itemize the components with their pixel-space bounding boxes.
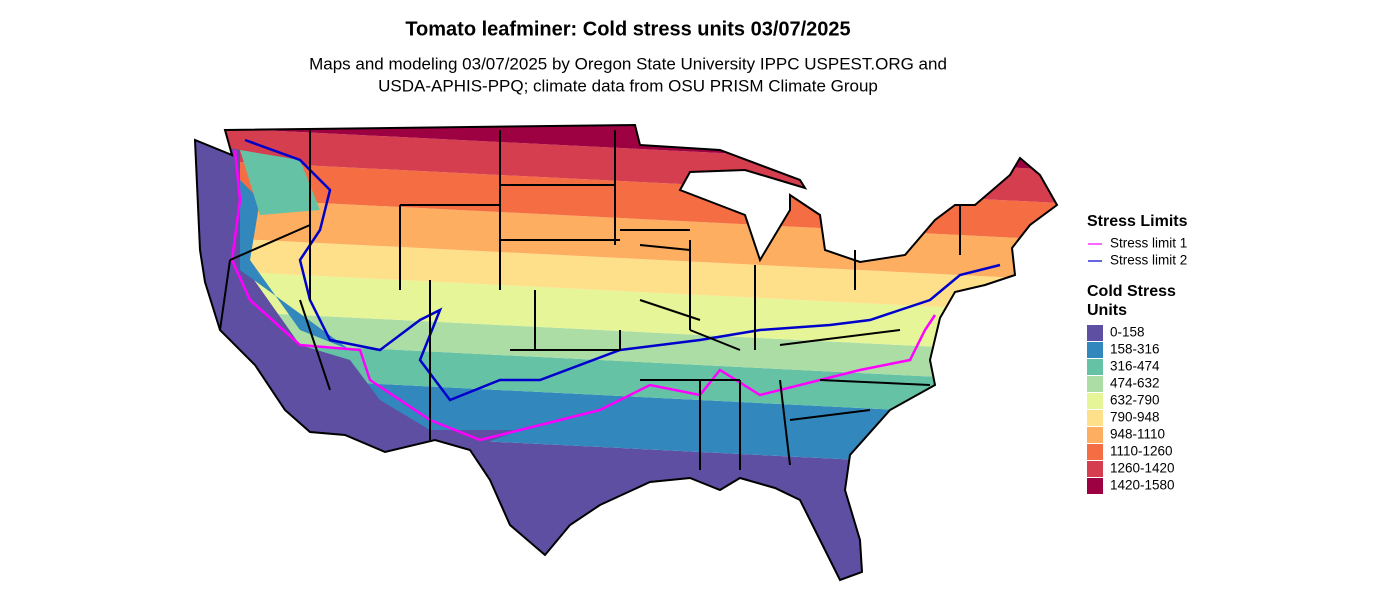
legend: Stress limit 1 Stress limit 2 0-158 158-316… bbox=[1087, 236, 1187, 494]
legend-label: 158-316 bbox=[1110, 342, 1160, 357]
stress-limit-lines bbox=[230, 138, 1001, 442]
legend-swatch bbox=[1087, 478, 1103, 494]
map-zone bbox=[195, 234, 1057, 315]
legend-label: 1110-1260 bbox=[1110, 444, 1173, 459]
legend-swatch bbox=[1087, 410, 1103, 426]
stress-limit-1 bbox=[230, 149, 937, 442]
map-zone bbox=[240, 180, 350, 350]
state-border bbox=[219, 130, 961, 470]
map-zone bbox=[195, 337, 1057, 420]
legend-swatch bbox=[1087, 376, 1103, 392]
legend-label: Stress limit 2 bbox=[1110, 253, 1187, 268]
legend-label: 1260-1420 bbox=[1110, 461, 1175, 476]
legend-label: 948-1110 bbox=[1110, 427, 1165, 442]
legend-swatch bbox=[1087, 325, 1103, 341]
map-subtitle: Maps and modeling 03/07/2025 by Oregon S… bbox=[309, 54, 947, 73]
legend-swatch bbox=[1087, 393, 1103, 409]
map-zone bbox=[195, 140, 520, 460]
legend-title: Units bbox=[1087, 302, 1127, 319]
legend-title: Cold Stress bbox=[1087, 283, 1176, 300]
map-zone bbox=[195, 267, 1057, 355]
legend-title: Stress Limits bbox=[1087, 213, 1188, 230]
map-title: Tomato leafminer: Cold stress units 03/0… bbox=[405, 18, 850, 40]
map-zone bbox=[240, 150, 320, 215]
legend-label: 1420-1580 bbox=[1110, 478, 1175, 493]
stress-limit-2 bbox=[244, 138, 1001, 402]
legend-swatch bbox=[1087, 359, 1103, 375]
map-zone bbox=[195, 307, 1057, 385]
map-subtitle: USDA-APHIS-PPQ; climate data from OSU PR… bbox=[378, 76, 878, 95]
legend-label: Stress limit 1 bbox=[1110, 236, 1187, 251]
legend-swatch bbox=[1087, 444, 1103, 460]
legend-swatch bbox=[1087, 427, 1103, 443]
map-zone bbox=[195, 424, 1057, 580]
legend-label: 316-474 bbox=[1110, 359, 1160, 374]
legend-label: 790-948 bbox=[1110, 410, 1160, 425]
legend-swatch bbox=[1087, 461, 1103, 477]
legend-label: 0-158 bbox=[1110, 325, 1145, 340]
legend-label: 632-790 bbox=[1110, 393, 1160, 408]
legend-swatch bbox=[1087, 342, 1103, 358]
legend-label: 474-632 bbox=[1110, 376, 1160, 391]
state-borders bbox=[194, 124, 1058, 581]
